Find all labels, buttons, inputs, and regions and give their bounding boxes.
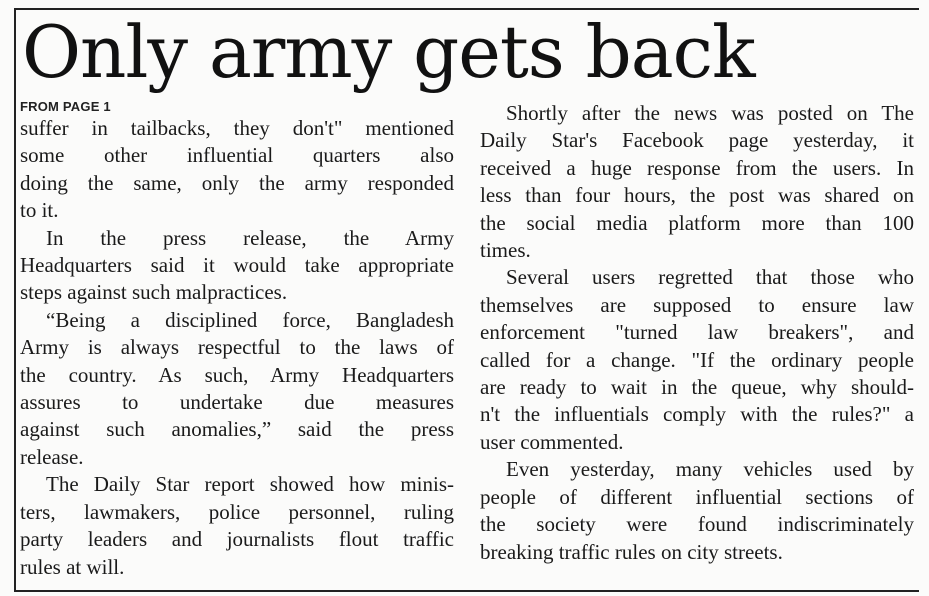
text-line: release.: [20, 444, 84, 469]
text-line: rules at will.: [20, 554, 125, 579]
text-line: against such anomalies,” said the press: [20, 417, 454, 442]
text-line: party leaders and journalists flout traf…: [20, 527, 454, 552]
text-line: Several users regretted that those who: [506, 265, 914, 290]
bottom-rule: [14, 590, 919, 592]
text-line: In the press release, the Army: [46, 225, 454, 250]
left-paragraph-2: In the press release, the Army Headquart…: [20, 225, 454, 307]
text-line: steps against such malpractices.: [20, 280, 288, 305]
left-paragraph-4: The Daily Star report showed how minis- …: [20, 471, 454, 581]
text-line: called for a change. "If the ordinary pe…: [480, 347, 914, 372]
text-line: Daily Star's Facebook page yesterday, it: [480, 128, 914, 153]
right-column: Shortly after the news was posted on The…: [480, 100, 914, 566]
right-paragraph-1: Shortly after the news was posted on The…: [480, 100, 914, 264]
left-paragraph-1: suffer in tailbacks, they don't" mention…: [20, 115, 454, 225]
text-line: user commented.: [480, 429, 624, 454]
right-paragraph-2: Several users regretted that those who t…: [480, 264, 914, 456]
left-border-rule: [14, 8, 16, 592]
top-rule: [14, 8, 919, 10]
jump-line: FROM PAGE 1: [20, 99, 111, 114]
text-line: suffer in tailbacks, they don't" mention…: [20, 116, 454, 140]
text-line: times.: [480, 238, 531, 263]
text-line: are ready to wait in the queue, why shou…: [480, 375, 914, 400]
text-line: less than four hours, the post was share…: [480, 183, 914, 208]
text-line: themselves are supposed to ensure law: [480, 292, 914, 317]
text-line: “Being a disciplined force, Bangladesh: [46, 307, 454, 332]
text-line: some other influential quarters also: [20, 143, 454, 168]
left-column: FROM PAGE 1 suffer in tailbacks, they do…: [20, 98, 454, 581]
text-line: enforcement "turned law breakers", and: [480, 320, 914, 345]
text-line: people of different influential sections…: [480, 484, 914, 509]
text-line: breaking traffic rules on city streets.: [480, 539, 783, 564]
text-line: assures to undertake due measures: [20, 390, 454, 415]
text-line: Shortly after the news was posted on The: [506, 101, 914, 125]
text-line: doing the same, only the army responded: [20, 170, 454, 195]
text-line: the society were found indiscriminately: [480, 512, 914, 537]
text-line: Even yesterday, many vehicles used by: [506, 457, 914, 482]
text-line: received a huge response from the users.…: [480, 155, 914, 180]
text-line: the social media platform more than 100: [480, 210, 914, 235]
text-line: to it.: [20, 198, 59, 223]
headline: Only army gets back: [22, 10, 756, 94]
text-line: Army is always respectful to the laws of: [20, 335, 454, 360]
text-line: n't the influentials comply with the rul…: [480, 402, 914, 427]
left-paragraph-3: “Being a disciplined force, Bangladesh A…: [20, 307, 454, 471]
text-line: ters, lawmakers, police personnel, rulin…: [20, 499, 454, 524]
text-line: The Daily Star report showed how minis-: [46, 472, 454, 497]
text-line: the country. As such, Army Headquarters: [20, 362, 454, 387]
text-line: Headquarters said it would take appropri…: [20, 253, 454, 278]
right-paragraph-3: Even yesterday, many vehicles used by pe…: [480, 456, 914, 566]
